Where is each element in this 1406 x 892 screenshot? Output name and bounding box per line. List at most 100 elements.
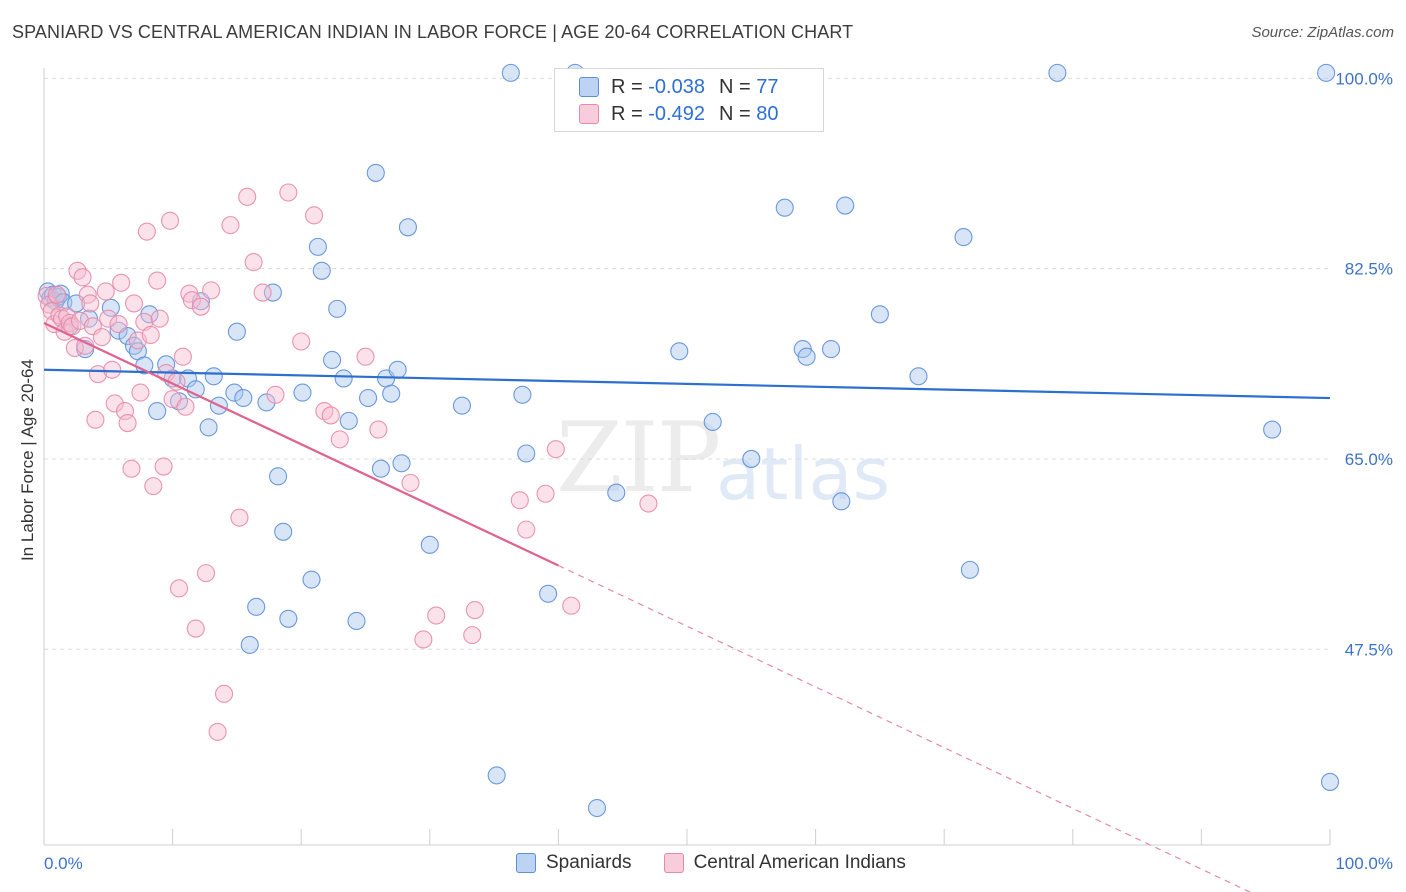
chart-source: Source: ZipAtlas.com: [1251, 24, 1394, 41]
spaniard-point: [269, 467, 288, 486]
spaniard-point: [371, 459, 390, 478]
spaniard-point: [293, 383, 312, 402]
spaniard-point: [420, 535, 439, 554]
central-american-indian-point: [112, 273, 131, 292]
spaniard-point: [501, 63, 520, 82]
spaniard-point: [870, 305, 889, 324]
spaniard-point: [234, 388, 253, 408]
central-american-indian-point: [186, 619, 205, 638]
spaniard-point: [703, 412, 722, 432]
spaniard-point: [382, 384, 401, 403]
central-american-indian-point: [137, 222, 156, 241]
legend-n-label: N =: [718, 102, 751, 125]
central-american-indian-point: [154, 457, 173, 476]
legend-r-value: -0.038: [648, 75, 705, 98]
spaniard-point: [388, 360, 407, 379]
central-american-indian-point: [99, 309, 118, 328]
spaniard-point: [797, 347, 816, 366]
central-american-indian-point: [562, 596, 581, 615]
spaniard-point: [323, 350, 342, 370]
series-legend: Spaniards Central American Indians: [516, 852, 938, 874]
central-american-indian-point: [238, 187, 257, 206]
central-american-indian-point: [356, 347, 375, 366]
series-legend-spaniards[interactable]: Spaniards: [516, 852, 632, 874]
legend-n-value: 80: [756, 102, 779, 125]
spaniard-point: [263, 283, 282, 302]
central-american-indian-point: [73, 268, 92, 287]
central-american-indian-point: [208, 722, 227, 741]
correlation-legend: R = -0.038 N = 77 R = -0.492 N = 80: [554, 68, 824, 132]
central-american-indian-point: [369, 420, 388, 439]
y-tick-label: 47.5%: [1345, 640, 1393, 659]
central-american-indian-point: [230, 508, 249, 527]
x-tick-label: 100.0%: [1335, 854, 1393, 873]
spaniard-point: [366, 163, 385, 182]
central-american-indian-point: [115, 402, 135, 421]
central-american-indian-point: [253, 283, 272, 302]
spaniards-trendline: [43, 368, 1331, 400]
watermark-atlas: atlas: [716, 432, 890, 516]
spaniard-point: [347, 611, 366, 631]
central-american-indian-point: [214, 684, 234, 703]
central-american-indian-point: [96, 282, 115, 301]
series-swatch-spaniards: [516, 853, 536, 873]
central-american-indian-point: [517, 520, 536, 539]
spaniard-point: [118, 326, 137, 346]
spaniard-point: [742, 449, 761, 468]
central-american-indians-trendline: [43, 322, 559, 567]
central-american-indian-point: [47, 285, 66, 304]
central-american-indian-point: [279, 183, 298, 202]
central-american-indian-point: [103, 360, 122, 379]
spaniard-point: [1263, 420, 1282, 439]
central-american-indian-point: [131, 383, 150, 402]
central-american-indian-point: [321, 406, 340, 425]
spaniard-point: [227, 322, 246, 341]
central-american-indian-point: [221, 216, 240, 235]
spaniard-point: [247, 597, 266, 616]
spaniard-point: [302, 570, 321, 589]
spaniard-point: [240, 635, 259, 654]
x-tick-label: 0.0%: [44, 854, 83, 873]
central-american-indian-point: [135, 312, 154, 331]
spaniard-point: [517, 444, 536, 463]
central-american-indian-point: [330, 430, 349, 449]
spaniard-point: [334, 369, 353, 388]
spaniard-point: [274, 522, 293, 541]
central-american-indian-point: [266, 385, 285, 404]
spaniard-point: [832, 492, 851, 511]
spaniard-point: [339, 411, 358, 430]
central-american-indian-point: [305, 206, 324, 225]
series-legend-label: Central American Indians: [693, 852, 906, 873]
spaniard-point: [452, 396, 472, 415]
spaniard-point: [109, 321, 128, 340]
spaniard-point: [392, 454, 411, 473]
central-american-indian-point: [86, 410, 105, 429]
central-american-indian-point: [401, 473, 420, 492]
spaniard-point: [909, 367, 928, 386]
spaniard-point: [487, 766, 506, 785]
spaniard-point: [836, 196, 855, 215]
spaniard-point: [960, 560, 979, 579]
central-american-indian-point: [465, 601, 484, 620]
central-american-indian-point: [463, 626, 482, 645]
spaniard-point: [513, 385, 532, 404]
spaniard-point: [199, 418, 218, 437]
series-legend-central-american-indians[interactable]: Central American Indians: [663, 852, 906, 874]
central-american-indian-point: [141, 325, 160, 345]
central-american-indian-point: [148, 271, 167, 290]
legend-row-central-american-indians: R = -0.492 N = 80: [579, 101, 778, 127]
spaniard-point: [1317, 63, 1336, 82]
central-american-indian-point: [109, 315, 128, 334]
legend-r-label: R =: [611, 75, 643, 98]
spaniard-point: [587, 798, 607, 818]
spaniard-point: [607, 483, 626, 502]
spaniard-point: [148, 402, 167, 421]
spaniard-point: [398, 218, 417, 237]
central-american-indian-point: [144, 477, 163, 496]
central-american-indian-point: [124, 294, 144, 313]
central-american-indian-point: [150, 309, 169, 328]
y-tick-label: 65.0%: [1345, 450, 1393, 469]
series-swatch-central-american-indians: [663, 853, 684, 873]
legend-swatch-central-american-indians: [579, 104, 599, 124]
